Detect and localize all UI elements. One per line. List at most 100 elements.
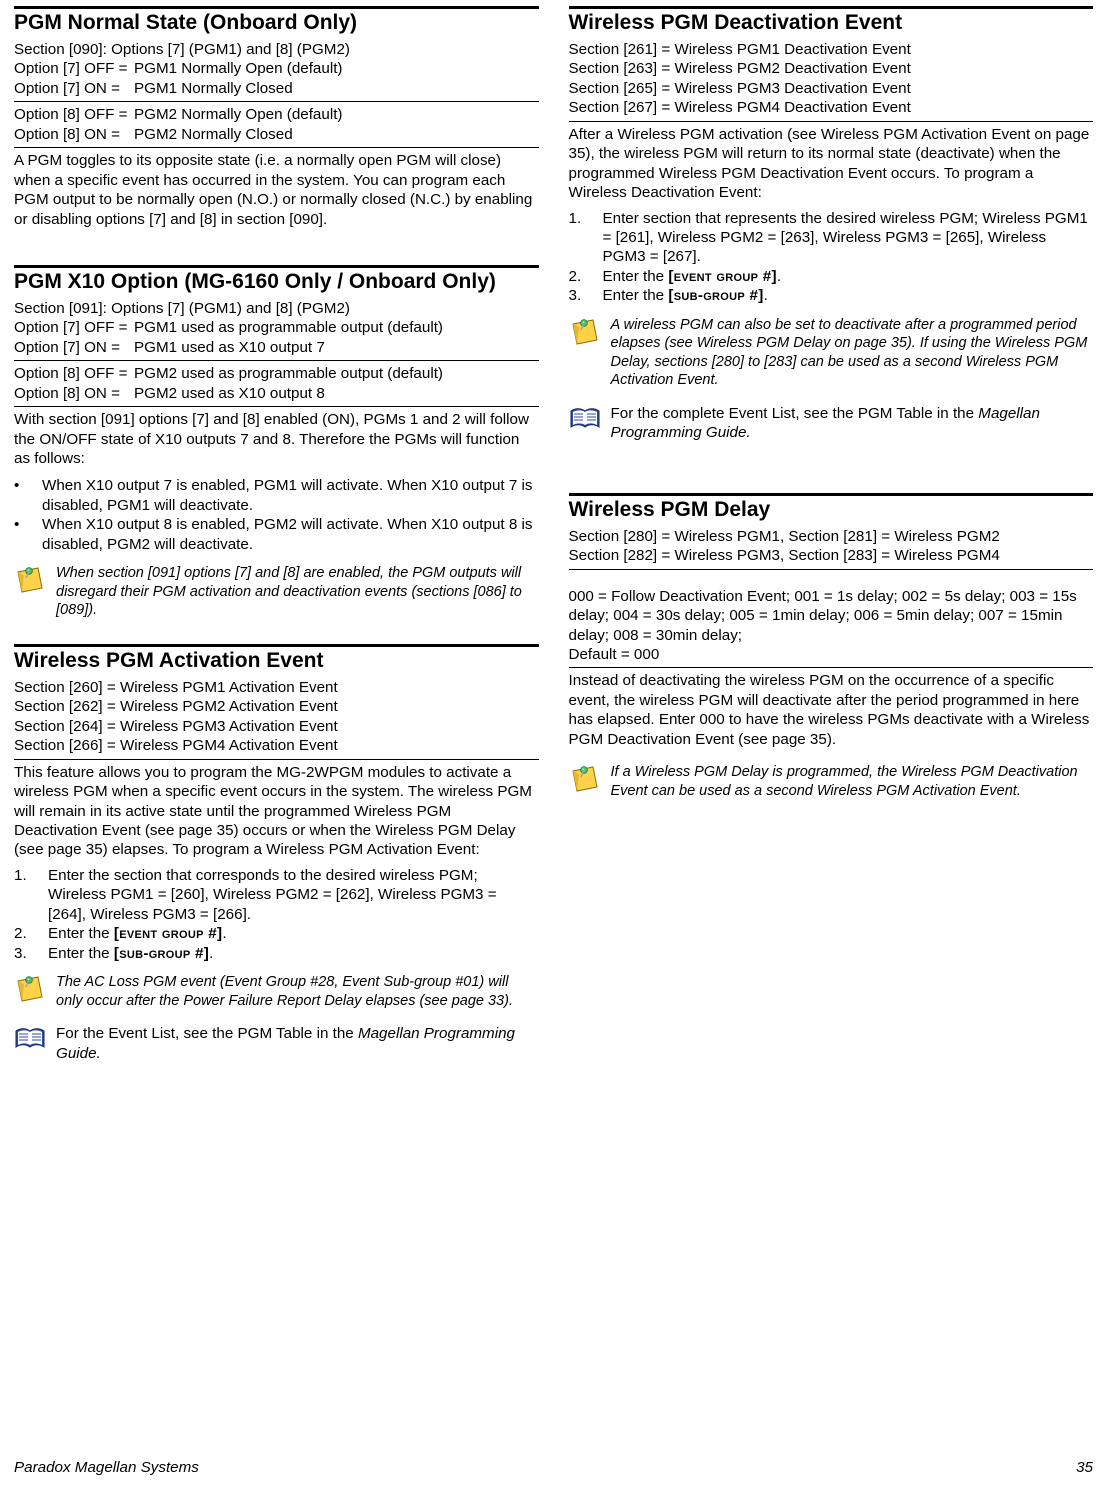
footer-page-number: 35 <box>1076 1458 1093 1477</box>
numbered-list: 1. Enter section that represents the des… <box>569 209 1094 306</box>
divider <box>569 121 1094 122</box>
note-block: If a Wireless PGM Delay is programmed, t… <box>569 763 1094 800</box>
body-paragraph: Instead of deactivating the wireless PGM… <box>569 671 1094 749</box>
number-marker: 2. <box>569 267 603 286</box>
list-item: • When X10 output 8 is enabled, PGM2 wil… <box>14 515 539 554</box>
body-paragraph: A PGM toggles to its opposite state (i.e… <box>14 151 539 229</box>
pin-note-icon <box>14 973 46 1005</box>
list-item: 2. Enter the [event group #]. <box>569 267 1094 286</box>
note-text: If a Wireless PGM Delay is programmed, t… <box>611 763 1094 800</box>
option-label: Option [7] ON = <box>14 79 134 98</box>
divider <box>14 406 539 407</box>
option-value: PGM2 used as X10 output 8 <box>134 384 539 403</box>
right-column: Wireless PGM Deactivation Event Section … <box>569 6 1094 1077</box>
option-row: Option [8] OFF = PGM2 used as programmab… <box>14 364 539 383</box>
divider <box>14 101 539 102</box>
option-row: Option [8] ON = PGM2 used as X10 output … <box>14 384 539 403</box>
list-item: 1. Enter section that represents the des… <box>569 209 1094 267</box>
number-marker: 3. <box>14 944 48 963</box>
list-text: Enter the [event group #]. <box>603 267 1094 286</box>
section-line: Section [262] = Wireless PGM2 Activation… <box>14 697 539 716</box>
list-text: Enter section that represents the desire… <box>603 209 1094 267</box>
section-title: Wireless PGM Delay <box>569 493 1094 524</box>
option-row: Option [7] OFF = PGM1 Normally Open (def… <box>14 59 539 78</box>
list-item: 3. Enter the [sub-group #]. <box>569 286 1094 305</box>
section-line: Section [263] = Wireless PGM2 Deactivati… <box>569 59 1094 78</box>
delay-default: Default = 000 <box>569 645 1094 664</box>
option-label: Option [7] ON = <box>14 338 134 357</box>
option-label: Option [8] OFF = <box>14 105 134 124</box>
note-block: A wireless PGM can also be set to deacti… <box>569 316 1094 390</box>
option-value: PGM2 used as programmable output (defaul… <box>134 364 539 383</box>
note-text: The AC Loss PGM event (Event Group #28, … <box>56 973 539 1010</box>
section-title: Wireless PGM Activation Event <box>14 644 539 675</box>
option-value: PGM1 used as X10 output 7 <box>134 338 539 357</box>
option-row: Option [7] ON = PGM1 Normally Closed <box>14 79 539 98</box>
option-row: Option [7] OFF = PGM1 used as programmab… <box>14 318 539 337</box>
option-label: Option [7] OFF = <box>14 318 134 337</box>
body-paragraph: After a Wireless PGM activation (see Wir… <box>569 125 1094 203</box>
section-title: PGM Normal State (Onboard Only) <box>14 6 539 37</box>
section-title: Wireless PGM Deactivation Event <box>569 6 1094 37</box>
left-column: PGM Normal State (Onboard Only) Section … <box>14 6 539 1077</box>
numbered-list: 1. Enter the section that corresponds to… <box>14 866 539 963</box>
section-subhead: Section [090]: Options [7] (PGM1) and [8… <box>14 40 539 59</box>
option-row: Option [8] OFF = PGM2 Normally Open (def… <box>14 105 539 124</box>
book-icon <box>569 404 601 436</box>
option-value: PGM2 Normally Open (default) <box>134 105 539 124</box>
section-line: Section [261] = Wireless PGM1 Deactivati… <box>569 40 1094 59</box>
option-value: PGM1 used as programmable output (defaul… <box>134 318 539 337</box>
section-line: Section [264] = Wireless PGM3 Activation… <box>14 717 539 736</box>
bullet-list: • When X10 output 7 is enabled, PGM1 wil… <box>14 476 539 554</box>
list-text: Enter the section that corresponds to th… <box>48 866 539 924</box>
number-marker: 1. <box>14 866 48 924</box>
option-value: PGM2 Normally Closed <box>134 125 539 144</box>
section-line: Section [267] = Wireless PGM4 Deactivati… <box>569 98 1094 117</box>
section-line: Section [265] = Wireless PGM3 Deactivati… <box>569 79 1094 98</box>
pin-note-icon <box>14 564 46 596</box>
list-text: Enter the [sub-group #]. <box>603 286 1094 305</box>
page-footer: Paradox Magellan Systems 35 <box>14 1458 1093 1477</box>
pin-note-icon <box>569 763 601 795</box>
list-item: 2. Enter the [event group #]. <box>14 924 539 943</box>
divider <box>14 360 539 361</box>
option-label: Option [8] ON = <box>14 384 134 403</box>
body-paragraph: This feature allows you to program the M… <box>14 763 539 860</box>
section-subhead: Section [091]: Options [7] (PGM1) and [8… <box>14 299 539 318</box>
bullet-marker: • <box>14 515 42 554</box>
list-text: Enter the [event group #]. <box>48 924 539 943</box>
divider <box>569 667 1094 668</box>
list-item: • When X10 output 7 is enabled, PGM1 wil… <box>14 476 539 515</box>
section-line: Section [280] = Wireless PGM1, Section [… <box>569 527 1094 546</box>
note-block: The AC Loss PGM event (Event Group #28, … <box>14 973 539 1010</box>
body-paragraph: With section [091] options [7] and [8] e… <box>14 410 539 468</box>
divider <box>14 147 539 148</box>
note-block: For the Event List, see the PGM Table in… <box>14 1024 539 1063</box>
section-line: Section [282] = Wireless PGM3, Section [… <box>569 546 1094 565</box>
list-item: 3. Enter the [sub-group #]. <box>14 944 539 963</box>
list-text: When X10 output 8 is enabled, PGM2 will … <box>42 515 539 554</box>
note-text: When section [091] options [7] and [8] a… <box>56 564 539 620</box>
bullet-marker: • <box>14 476 42 515</box>
option-label: Option [7] OFF = <box>14 59 134 78</box>
option-row: Option [7] ON = PGM1 used as X10 output … <box>14 338 539 357</box>
number-marker: 3. <box>569 286 603 305</box>
option-value: PGM1 Normally Closed <box>134 79 539 98</box>
list-text: Enter the [sub-group #]. <box>48 944 539 963</box>
section-line: Section [266] = Wireless PGM4 Activation… <box>14 736 539 755</box>
note-text: A wireless PGM can also be set to deacti… <box>611 316 1094 390</box>
option-label: Option [8] OFF = <box>14 364 134 383</box>
note-text: For the complete Event List, see the PGM… <box>611 404 1094 443</box>
pin-note-icon <box>569 316 601 348</box>
option-row: Option [8] ON = PGM2 Normally Closed <box>14 125 539 144</box>
number-marker: 2. <box>14 924 48 943</box>
option-value: PGM1 Normally Open (default) <box>134 59 539 78</box>
section-title: PGM X10 Option (MG-6160 Only / Onboard O… <box>14 265 539 296</box>
divider <box>569 569 1094 570</box>
footer-left: Paradox Magellan Systems <box>14 1458 199 1477</box>
list-item: 1. Enter the section that corresponds to… <box>14 866 539 924</box>
note-block: For the complete Event List, see the PGM… <box>569 404 1094 443</box>
page-content: PGM Normal State (Onboard Only) Section … <box>0 0 1107 1077</box>
option-label: Option [8] ON = <box>14 125 134 144</box>
note-block: When section [091] options [7] and [8] a… <box>14 564 539 620</box>
